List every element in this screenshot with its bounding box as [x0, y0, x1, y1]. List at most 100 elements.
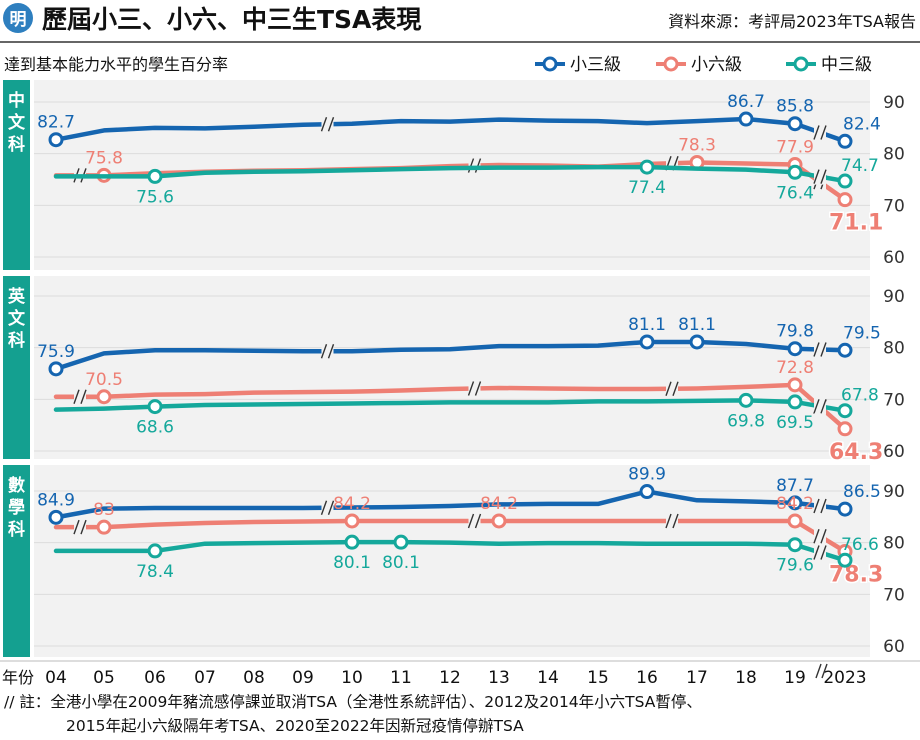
break-mark — [474, 381, 482, 396]
break-mark — [327, 500, 335, 516]
panel-2: 英文科 90 80 70 60 75.9 81.1 81.1 79.8 79.5 70.5 72.8 6… — [3, 276, 905, 466]
series-line-s3 — [53, 164, 798, 179]
break-gap — [321, 499, 334, 516]
break-gap — [74, 519, 86, 536]
point-p3 — [787, 341, 803, 357]
break-mark — [80, 519, 87, 535]
break-mark — [813, 545, 820, 560]
break-mark — [672, 513, 679, 529]
y-tick-label: 60 — [883, 637, 905, 657]
chart-title: 歷屆小三、小六、中三生TSA表現 — [42, 5, 421, 34]
break-gap — [814, 528, 826, 545]
subject-label: 中 — [8, 90, 25, 111]
x-tick-label: 14 — [537, 668, 559, 688]
data-label-s3: 74.7 — [841, 156, 879, 176]
data-label-s3: 80.1 — [382, 553, 420, 573]
break-mark — [813, 125, 820, 140]
point-s3 — [787, 394, 803, 410]
data-label-p6: 84.2 — [480, 494, 518, 514]
x-tick-label: 08 — [243, 668, 265, 688]
y-tick-label: 70 — [883, 585, 905, 605]
data-label-s3: 69.8 — [727, 411, 765, 431]
y-tick-label: 90 — [883, 482, 905, 502]
series-line-p3 — [53, 116, 798, 142]
footnote-line2: 2015年起小六級隔年考TSA、2020至2022年因新冠疫情停辦TSA — [66, 717, 524, 735]
footnote: // 註：全港小學在2009年豬流感停課並取消TSA（全港性系統評估）、2012… — [4, 690, 918, 738]
point-s3 — [344, 534, 360, 550]
legend-item-s3: 中三級 — [786, 55, 872, 75]
point-s3 — [147, 399, 163, 415]
x-tick-label: 10 — [341, 668, 363, 688]
break-mark — [320, 116, 328, 132]
x-tick-label: 19 — [784, 668, 806, 688]
x-tick-label: 2023 — [823, 668, 866, 688]
data-label-s3: 75.6 — [136, 187, 174, 207]
break-mark — [820, 528, 827, 544]
x-tick-label: 04 — [45, 668, 67, 688]
point-p3 — [837, 342, 853, 358]
break-mark — [327, 344, 335, 359]
x-tick-label: 07 — [194, 668, 216, 688]
break-mark — [820, 125, 827, 140]
x-tick-label: 15 — [587, 668, 609, 688]
subject-label: 學 — [8, 498, 25, 518]
subject-label: 科 — [8, 330, 25, 351]
point-s3 — [639, 159, 655, 175]
data-label-p3: 81.1 — [678, 315, 716, 335]
data-label-p6: 75.8 — [85, 148, 123, 168]
data-label-p3: 84.9 — [37, 490, 75, 510]
data-label-p6: 78.3 — [829, 562, 883, 587]
y-tick-label: 60 — [883, 248, 905, 268]
data-label-p3: 79.5 — [843, 323, 881, 343]
data-label-s3: 78.4 — [136, 562, 174, 582]
legend-label-s3: 中三級 — [821, 55, 872, 75]
data-label-s3: 79.6 — [776, 556, 814, 576]
y-tick-label: 80 — [883, 534, 905, 554]
source-note: 資料來源：考評局2023年TSA報告 — [668, 12, 916, 31]
point-p6 — [344, 513, 360, 529]
data-label-p6: 77.9 — [776, 138, 814, 158]
break-mark — [327, 116, 335, 132]
x-axis-prefix: 年份 — [2, 668, 34, 687]
break-mark — [820, 342, 827, 357]
point-s3 — [738, 392, 754, 408]
point-p6 — [96, 389, 112, 405]
y-tick-label: 90 — [883, 93, 905, 113]
break-gap — [814, 398, 826, 415]
subject-tab — [3, 80, 30, 270]
break-mark — [467, 513, 475, 529]
subject-tab — [3, 465, 30, 657]
y-tick-label: 70 — [883, 390, 905, 410]
y-tick-label: 80 — [883, 145, 905, 165]
point-p3 — [738, 111, 754, 127]
data-label-p6: 84.2 — [333, 494, 371, 514]
data-label-p6: 83 — [93, 500, 115, 520]
data-label-p6: 84.2 — [776, 494, 814, 514]
break-gap — [814, 124, 826, 141]
break-gap — [321, 343, 334, 360]
footnote-prefix: // 註： — [4, 693, 51, 711]
break-mark — [813, 399, 820, 414]
break-mark — [813, 528, 820, 544]
break-mark — [467, 158, 475, 173]
point-s3 — [837, 173, 853, 189]
series-line-s3 — [53, 539, 798, 554]
panel-background — [34, 465, 870, 657]
break-gap — [666, 380, 678, 397]
data-label-p3: 89.9 — [628, 465, 666, 485]
point-s3 — [837, 403, 853, 419]
data-label-p3: 82.4 — [843, 114, 881, 134]
point-p3 — [639, 484, 655, 500]
break-gap — [814, 497, 826, 514]
series-line-p3 — [53, 489, 798, 520]
point-p6 — [837, 192, 853, 208]
break-mark — [320, 344, 328, 359]
data-label-p3: 81.1 — [628, 315, 666, 335]
break-mark — [813, 342, 820, 357]
panel-3: 數學科 90 80 70 60 84.9 89.9 87.7 86.5 83 84.2 84.2 84.… — [3, 465, 905, 657]
break-mark — [73, 519, 80, 535]
data-label-p3: 79.8 — [776, 322, 814, 342]
x-tick-label: 18 — [735, 668, 757, 688]
y-tick-label: 90 — [883, 287, 905, 307]
break-gap — [666, 512, 678, 529]
